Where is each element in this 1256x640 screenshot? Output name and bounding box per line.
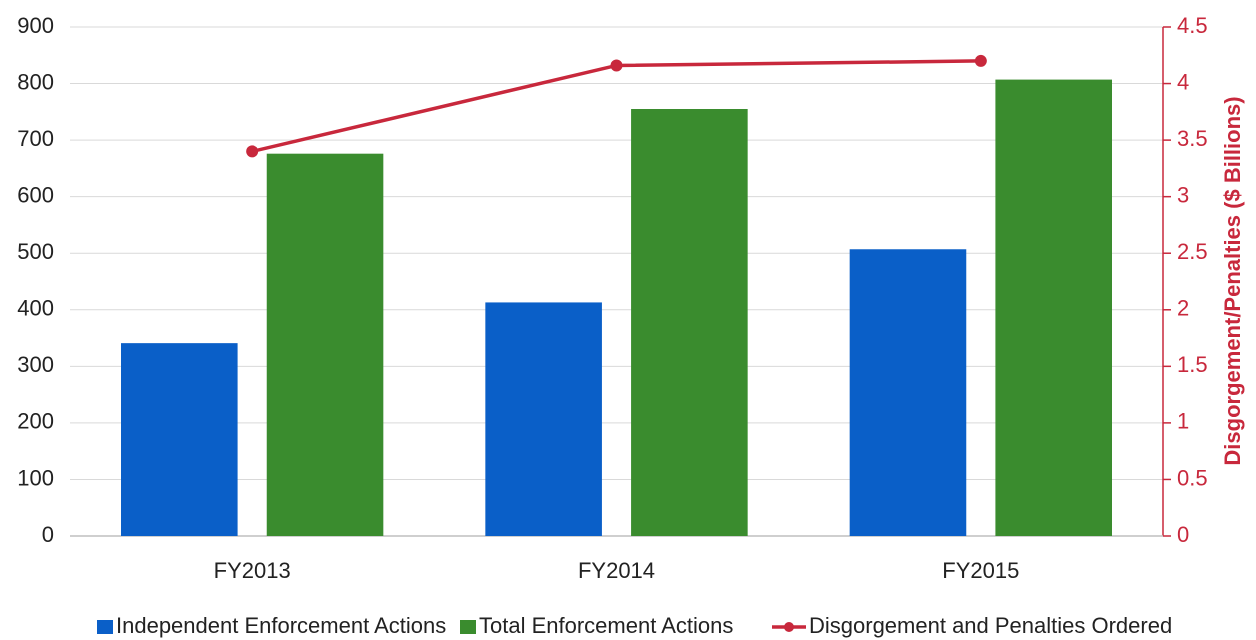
line-point (610, 59, 623, 72)
y2-tick-label: 4 (1177, 69, 1189, 94)
bar (849, 249, 967, 536)
y2-tick-label: 0 (1177, 522, 1189, 547)
y2-tick-label: 2.5 (1177, 239, 1208, 264)
legend-label: Disgorgement and Penalties Ordered (809, 613, 1172, 638)
y-tick-label: 100 (17, 465, 54, 490)
line-point (246, 145, 259, 158)
y2-tick-label: 0.5 (1177, 465, 1208, 490)
y-tick-label: 800 (17, 69, 54, 94)
y2-tick-label: 4.5 (1177, 13, 1208, 38)
y-tick-label: 600 (17, 182, 54, 207)
y-tick-label: 0 (42, 522, 54, 547)
bar (121, 343, 238, 536)
y2-tick-label: 2 (1177, 296, 1189, 321)
y-tick-label: 400 (17, 296, 54, 321)
x-tick-label: FY2013 (214, 558, 291, 583)
y-tick-label: 200 (17, 409, 54, 434)
y2-tick-label: 3 (1177, 182, 1189, 207)
legend-swatch (784, 622, 794, 632)
legend-label: Total Enforcement Actions (479, 613, 733, 638)
legend-swatch (97, 620, 113, 634)
bar (995, 79, 1112, 536)
y2-axis-label: Disgorgement/Penalties ($ Billions) (1220, 96, 1245, 465)
line (251, 59, 981, 154)
y-tick-label: 300 (17, 352, 54, 377)
bar (485, 302, 602, 536)
y-tick-label: 500 (17, 239, 54, 264)
y2-tick-label: 1.5 (1177, 352, 1208, 377)
bar (631, 109, 748, 536)
legend-label: Independent Enforcement Actions (116, 613, 446, 638)
x-tick-label: FY2015 (942, 558, 1019, 583)
x-tick-label: FY2014 (578, 558, 655, 583)
line-point (974, 54, 987, 67)
y-tick-label: 900 (17, 13, 54, 38)
legend-swatch (460, 620, 476, 634)
y2-tick-label: 3.5 (1177, 126, 1208, 151)
y2-tick-label: 1 (1177, 409, 1189, 434)
y-tick-label: 700 (17, 126, 54, 151)
bar (266, 153, 384, 536)
